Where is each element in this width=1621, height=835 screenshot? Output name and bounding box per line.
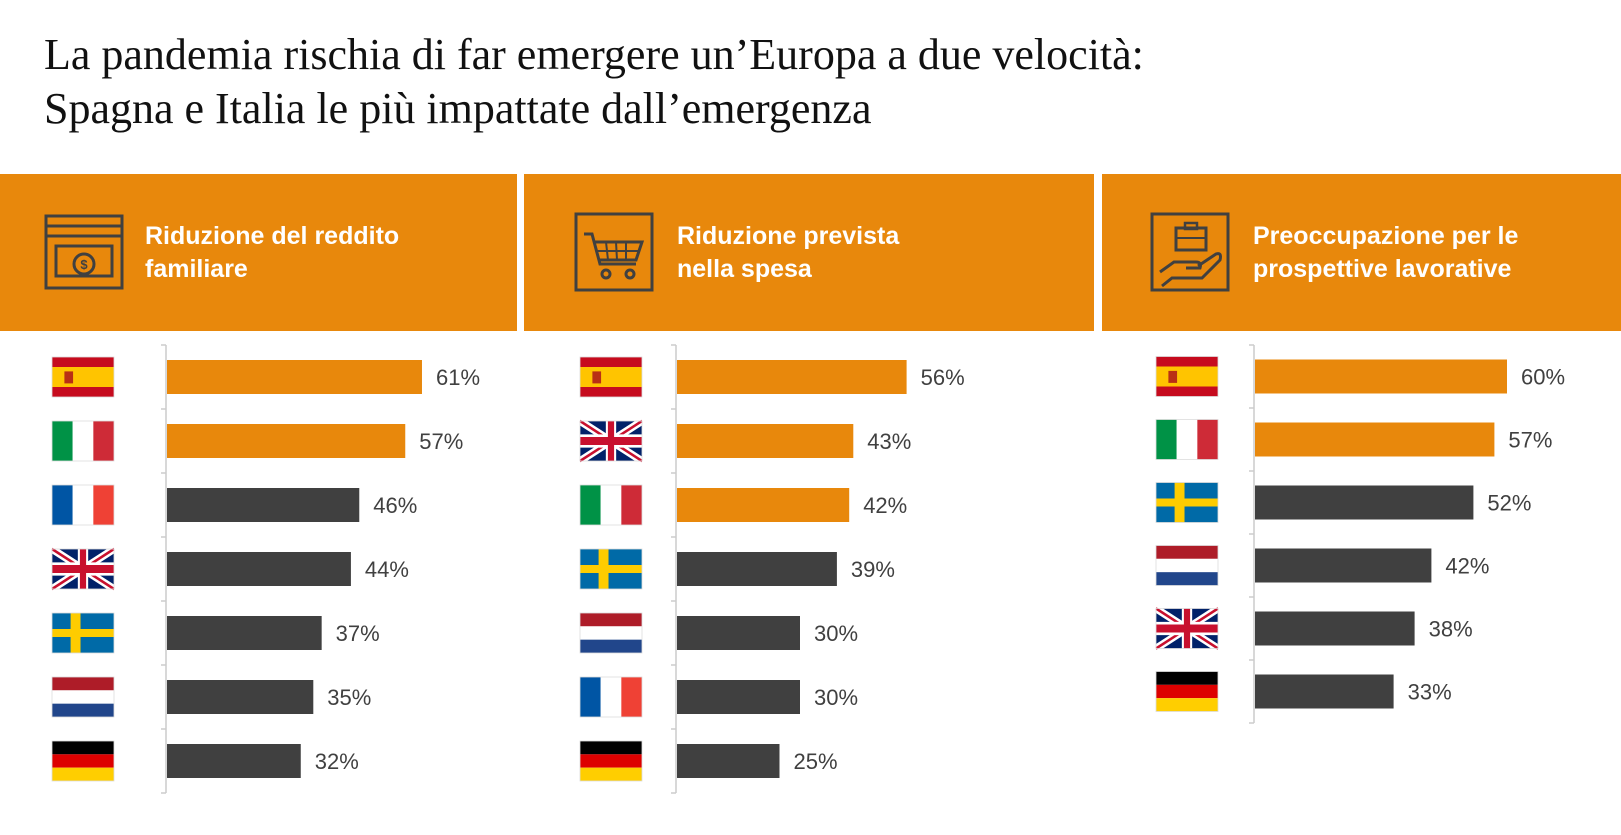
panel-title-line-1: Riduzione prevista <box>677 222 900 250</box>
data-label: 56% <box>921 365 965 390</box>
italy-flag-icon <box>579 484 643 526</box>
france-flag-icon <box>51 484 115 526</box>
spain-flag-icon <box>579 356 643 398</box>
panel-header: $ Riduzione del reddito familiare <box>0 174 517 331</box>
bar <box>167 488 360 522</box>
panel-spending: Riduzione prevista nella spesa 56% 43% 42%… <box>524 174 1094 794</box>
germany-flag-icon <box>1155 671 1219 712</box>
data-label: 38% <box>1429 617 1473 642</box>
page-title: La pandemia rischia di far emergere un’E… <box>44 28 1144 136</box>
panel-title: Preoccupazione per le prospettive lavora… <box>1253 220 1573 286</box>
data-label: 57% <box>1508 428 1552 453</box>
bar <box>677 424 854 458</box>
data-label: 52% <box>1487 491 1531 516</box>
panel-title-line-2: prospettive lavorative <box>1253 255 1512 283</box>
france-flag-icon <box>579 676 643 718</box>
svg-text:$: $ <box>80 257 88 272</box>
uk-flag-icon <box>50 545 116 593</box>
netherlands-flag-icon <box>579 612 643 654</box>
italy-flag-icon <box>1155 419 1219 460</box>
spain-flag-icon <box>1155 356 1219 397</box>
bar <box>1255 674 1394 709</box>
bar <box>1255 548 1432 583</box>
data-label: 37% <box>336 621 380 646</box>
panel-title-line-2: nella spesa <box>677 255 812 283</box>
bar <box>167 616 322 650</box>
chart-svg: 61% 57% 46% 44% 37% 35% 32% <box>50 344 480 794</box>
bar <box>167 360 422 394</box>
netherlands-flag-icon <box>51 676 115 718</box>
panel-jobs: Preoccupazione per le prospettive lavora… <box>1102 174 1621 786</box>
data-label: 60% <box>1521 365 1565 390</box>
data-label: 57% <box>419 429 463 454</box>
bar <box>677 488 850 522</box>
uk-flag-icon <box>578 417 644 465</box>
bar <box>1255 485 1474 520</box>
bar <box>167 744 301 778</box>
title-line-1: La pandemia rischia di far emergere un’E… <box>44 30 1144 79</box>
chart-svg: 56% 43% 42% 39% 30% 30% 25% <box>578 344 965 794</box>
data-label: 43% <box>867 429 911 454</box>
bar <box>1255 611 1415 646</box>
data-label: 42% <box>1445 554 1489 579</box>
bar <box>1255 359 1507 394</box>
netherlands-flag-icon <box>1155 545 1219 586</box>
panel-header: Preoccupazione per le prospettive lavora… <box>1102 174 1621 331</box>
bar <box>677 616 800 650</box>
data-label: 39% <box>851 557 895 582</box>
data-label: 46% <box>373 493 417 518</box>
title-line-2: Spagna e Italia le più impattate dall’em… <box>44 84 872 133</box>
bar <box>677 744 780 778</box>
bar <box>167 680 314 714</box>
data-label: 32% <box>315 749 359 774</box>
bar-chart-spending: 56% 43% 42% 39% 30% 30% 25% <box>524 331 1094 803</box>
panel-title-line-2: familiare <box>145 255 248 283</box>
data-label: 25% <box>794 749 838 774</box>
germany-flag-icon <box>579 740 643 782</box>
italy-flag-icon <box>51 420 115 462</box>
data-label: 30% <box>814 685 858 710</box>
data-label: 44% <box>365 557 409 582</box>
data-label: 33% <box>1408 680 1452 705</box>
data-label: 30% <box>814 621 858 646</box>
spain-flag-icon <box>51 356 115 398</box>
panel-title: Riduzione prevista nella spesa <box>677 220 997 286</box>
shopping-cart-icon <box>574 212 654 292</box>
bar <box>677 360 907 394</box>
panel-title: Riduzione del reddito familiare <box>145 220 465 286</box>
data-label: 42% <box>863 493 907 518</box>
briefcase-hand-icon <box>1150 212 1230 292</box>
bar <box>1255 422 1495 457</box>
uk-flag-icon <box>1154 604 1220 653</box>
panel-income: $ Riduzione del reddito familiare 61% 57%… <box>0 174 517 794</box>
germany-flag-icon <box>51 740 115 782</box>
bar <box>677 552 837 586</box>
bar <box>167 552 351 586</box>
bar <box>677 680 800 714</box>
chart-svg: 60% 57% 52% 42% 38% 33% <box>1154 344 1565 724</box>
data-label: 35% <box>327 685 371 710</box>
panel-title-line-1: Riduzione del reddito <box>145 222 400 250</box>
money-bill-icon: $ <box>44 212 124 292</box>
bar-chart-jobs: 60% 57% 52% 42% 38% 33% <box>1102 331 1621 733</box>
sweden-flag-icon <box>51 612 115 654</box>
bar <box>167 424 406 458</box>
sweden-flag-icon <box>1155 482 1219 523</box>
panel-header: Riduzione prevista nella spesa <box>524 174 1094 331</box>
sweden-flag-icon <box>579 548 643 590</box>
data-label: 61% <box>436 365 480 390</box>
panel-title-line-1: Preoccupazione per le <box>1253 222 1519 250</box>
bar-chart-income: 61% 57% 46% 44% 37% 35% 32% <box>0 331 510 803</box>
